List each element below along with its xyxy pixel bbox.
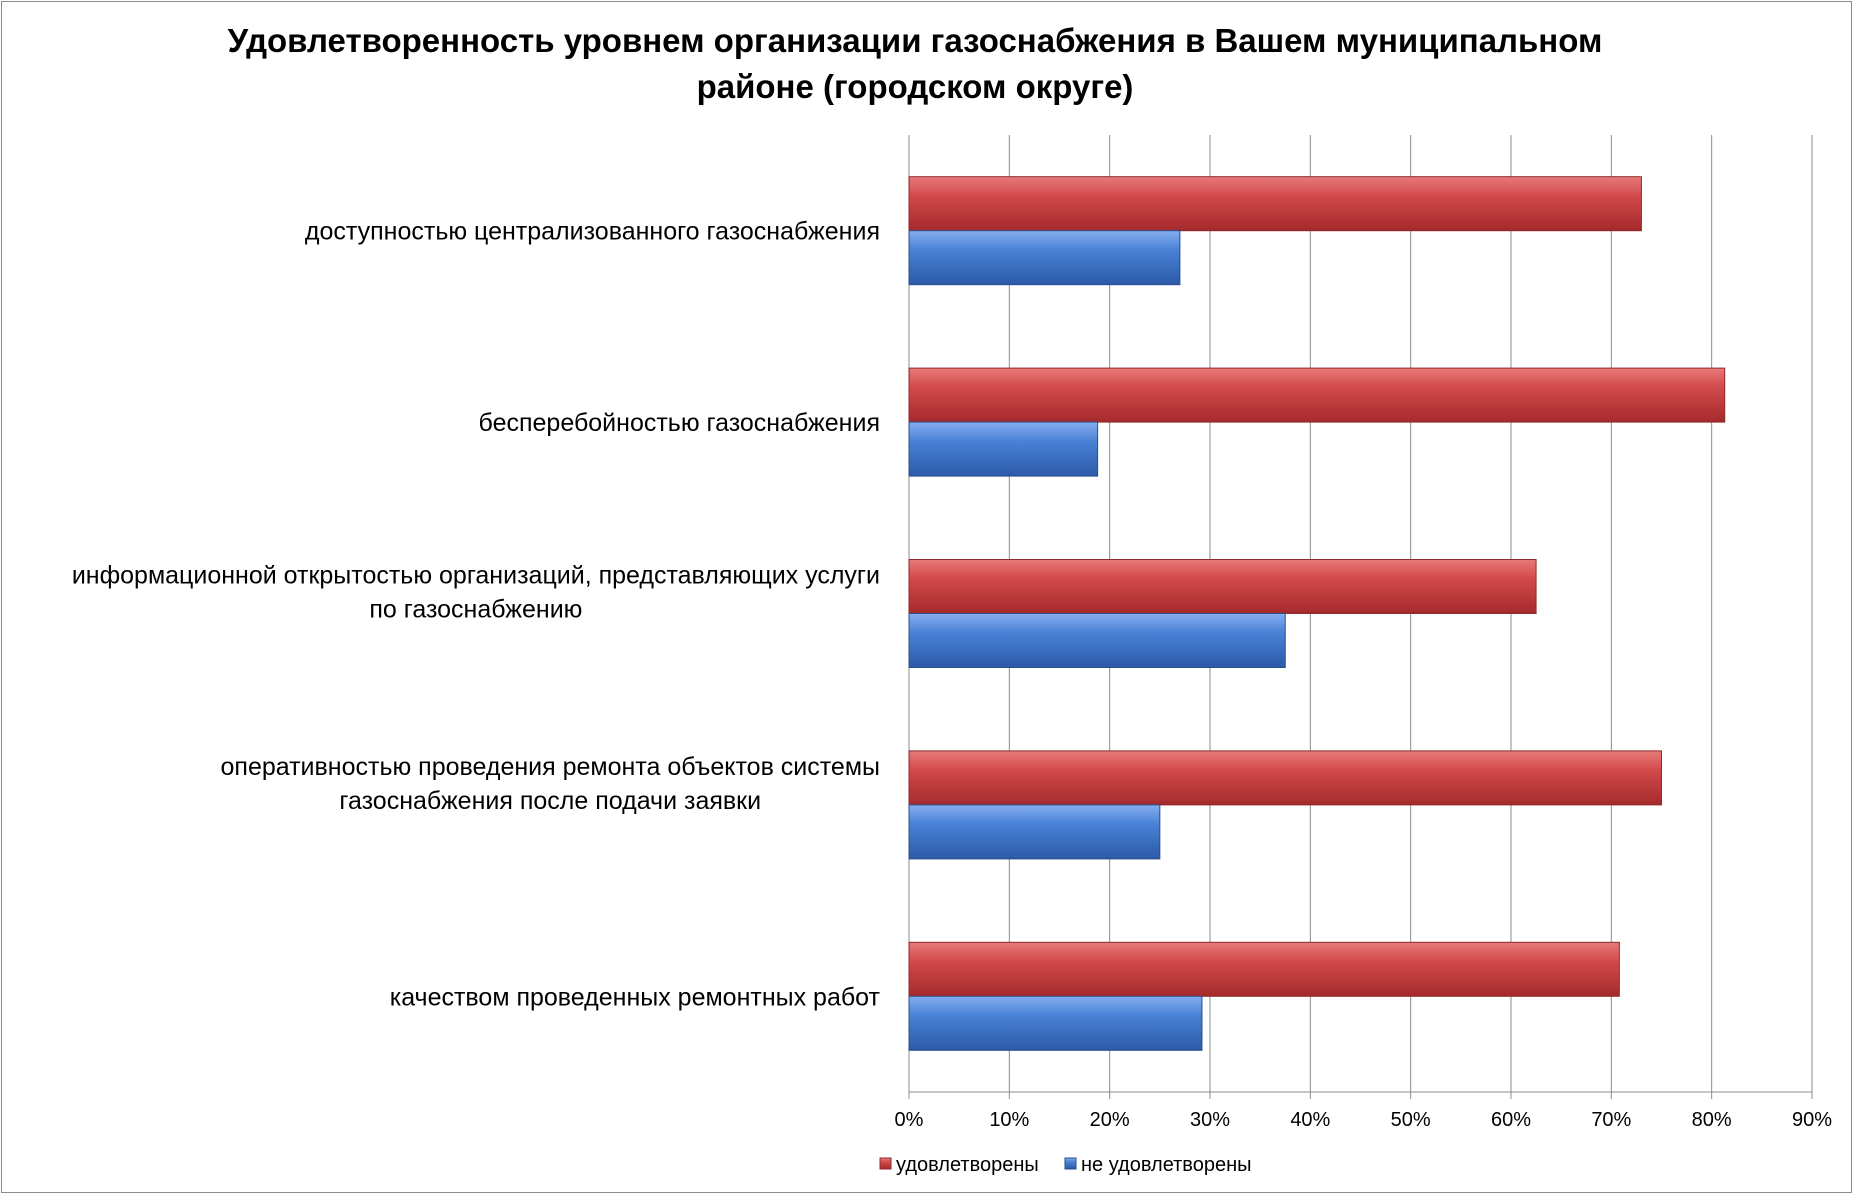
bar-not-satisfied (908, 421, 1099, 477)
bar-not-satisfied (908, 995, 1203, 1051)
x-tick-label: 50% (1391, 1109, 1431, 1131)
category-label: качеством проведенных ремонтных работ (390, 983, 881, 1011)
category-label: бесперебойностью газоснабжения (479, 409, 880, 437)
x-tick-label: 30% (1190, 1109, 1230, 1131)
bar-satisfied (908, 941, 1620, 997)
bar-not-satisfied (908, 230, 1181, 286)
legend-label: не удовлетворены (1081, 1154, 1252, 1176)
chart-title-line-1: Удовлетворенность уровнем организации га… (227, 22, 1603, 59)
x-tick-label: 80% (1692, 1109, 1732, 1131)
category-label: оперативностью проведения ремонта объект… (221, 753, 881, 781)
category-label: по газоснабжению (369, 596, 582, 624)
bar-satisfied (908, 176, 1642, 232)
legend: удовлетворены не удовлетворены (879, 1154, 1252, 1176)
bar-not-satisfied (908, 613, 1286, 668)
x-tick-label: 40% (1290, 1109, 1330, 1131)
category-label: доступностью централизованного газоснабж… (305, 218, 880, 246)
bars (908, 176, 1726, 1051)
bar-satisfied (908, 367, 1726, 423)
x-tick-label: 90% (1792, 1109, 1832, 1131)
legend-swatch (1064, 1157, 1077, 1170)
x-tick-label: 20% (1090, 1109, 1130, 1131)
bar-satisfied (908, 750, 1662, 806)
bar-satisfied (908, 559, 1537, 614)
category-label: информационной открытостью организаций, … (72, 562, 880, 590)
x-tick-label: 60% (1491, 1109, 1531, 1131)
x-tick-label: 70% (1591, 1109, 1631, 1131)
chart-title-line-2: районе (городском округе) (696, 68, 1134, 105)
x-tick-label: 10% (989, 1109, 1029, 1131)
category-label: газоснабжения после подачи заявки (339, 787, 761, 815)
bar-not-satisfied (908, 804, 1161, 860)
x-tick-label: 0% (895, 1109, 924, 1131)
legend-swatch (879, 1157, 892, 1170)
legend-label: удовлетворены (896, 1154, 1039, 1176)
category-labels: доступностью централизованного газоснабж… (72, 218, 881, 1012)
chart-title: Удовлетворенность уровнем организации га… (200, 18, 1630, 110)
x-axis-tick-labels: 0% 10% 20% 30% 40% 50% 60% 70% 80% 90% (895, 1109, 1833, 1131)
